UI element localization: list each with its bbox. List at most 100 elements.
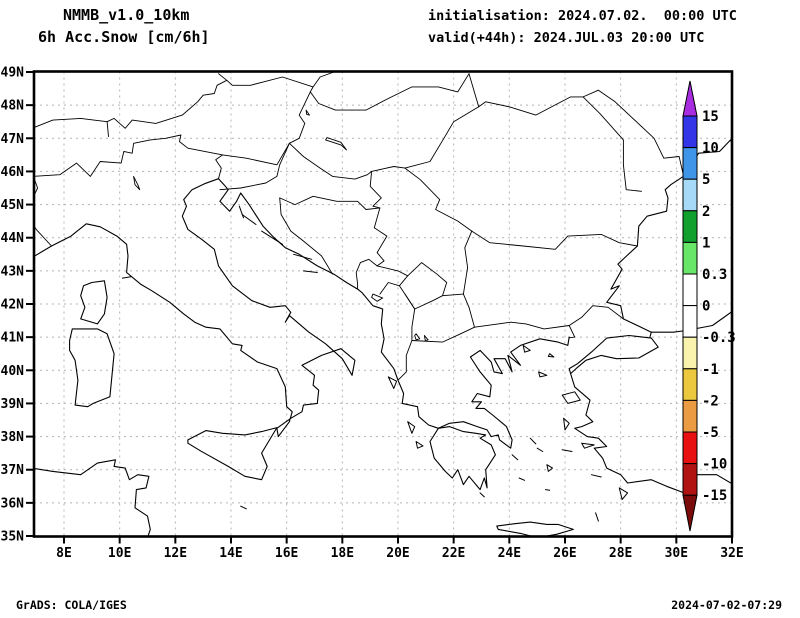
lake bbox=[414, 333, 421, 341]
border-line bbox=[288, 91, 311, 144]
island bbox=[121, 276, 132, 279]
border-line bbox=[219, 142, 290, 191]
lat-tick-label: 36N bbox=[1, 496, 25, 511]
coastline bbox=[568, 334, 659, 375]
coastline bbox=[429, 426, 496, 491]
island bbox=[536, 447, 544, 452]
island bbox=[387, 376, 398, 389]
island bbox=[240, 505, 247, 510]
border-line bbox=[106, 121, 109, 138]
colorbar-tick-label: 15 bbox=[702, 109, 719, 125]
island bbox=[261, 230, 283, 245]
colorbar-segment bbox=[682, 210, 698, 243]
colorbar-tick-label: -2 bbox=[702, 393, 719, 409]
island bbox=[561, 449, 573, 452]
colorbar-segment bbox=[682, 115, 698, 149]
island bbox=[563, 417, 570, 431]
border-line bbox=[398, 275, 409, 287]
island bbox=[479, 492, 485, 498]
border-line bbox=[376, 262, 448, 310]
colorbar-segment bbox=[682, 463, 698, 496]
island bbox=[590, 474, 602, 478]
island bbox=[595, 512, 599, 522]
colorbar-segment bbox=[682, 305, 698, 338]
colorbar-segment bbox=[682, 273, 698, 307]
product-title: 6h Acc.Snow [cm/6h] bbox=[38, 28, 210, 46]
border-line bbox=[34, 79, 228, 129]
island bbox=[618, 487, 629, 500]
lon-tick-label: 16E bbox=[275, 546, 298, 561]
colorbar-segment bbox=[682, 336, 698, 370]
colorbar-tick-label: -15 bbox=[702, 488, 727, 504]
creation-timestamp: 2024-07-02-07:29 bbox=[671, 598, 782, 612]
lat-tick-label: 35N bbox=[1, 530, 25, 545]
island bbox=[529, 437, 537, 445]
border-line bbox=[404, 167, 473, 232]
border-line bbox=[312, 71, 335, 88]
border-line bbox=[404, 106, 480, 169]
island bbox=[302, 270, 318, 273]
border-line bbox=[411, 308, 416, 341]
island bbox=[238, 205, 244, 219]
border-line bbox=[471, 230, 638, 250]
colorbar-segment bbox=[682, 399, 698, 433]
lat-tick-label: 42N bbox=[1, 298, 25, 313]
coastline bbox=[187, 427, 278, 481]
colorbar-tick-label: -5 bbox=[702, 425, 719, 441]
colorbar-tick-label: 0.3 bbox=[702, 267, 727, 283]
island bbox=[511, 454, 519, 461]
lat-tick-label: 46N bbox=[1, 165, 25, 180]
colorbar-segment bbox=[682, 368, 698, 401]
island bbox=[241, 214, 257, 225]
border-line bbox=[215, 154, 224, 180]
colorbar-tick-label: 2 bbox=[702, 204, 710, 220]
lon-tick-label: 10E bbox=[108, 546, 131, 561]
colorbar-segment bbox=[682, 178, 698, 212]
island bbox=[518, 477, 526, 481]
colorbar-tick-label: 10 bbox=[702, 141, 719, 157]
lake bbox=[325, 137, 347, 151]
colorbar-segment bbox=[682, 241, 698, 275]
border-line bbox=[288, 142, 406, 180]
lake bbox=[371, 293, 384, 302]
lat-tick-label: 38N bbox=[1, 430, 25, 445]
lat-tick-label: 43N bbox=[1, 264, 25, 279]
lake bbox=[423, 335, 429, 341]
lon-tick-label: 22E bbox=[442, 546, 465, 561]
border-line bbox=[369, 170, 382, 209]
lat-tick-label: 44N bbox=[1, 231, 25, 246]
island bbox=[547, 353, 555, 358]
lat-tick-label: 40N bbox=[1, 364, 25, 379]
lat-tick-label: 41N bbox=[1, 331, 25, 346]
colorbar-tick-label: -10 bbox=[702, 457, 727, 473]
border-line bbox=[462, 293, 475, 328]
lon-tick-label: 20E bbox=[386, 546, 409, 561]
lon-tick-label: 26E bbox=[553, 546, 576, 561]
lon-tick-label: 18E bbox=[331, 546, 354, 561]
colorbar-segment bbox=[682, 147, 698, 180]
border-line bbox=[597, 89, 684, 176]
border-line bbox=[411, 326, 475, 343]
lat-tick-label: 39N bbox=[1, 397, 25, 412]
border-line bbox=[397, 340, 413, 381]
coastline bbox=[34, 459, 151, 537]
initialisation-label: initialisation: 2024.07.02. 00:00 UTC bbox=[428, 8, 737, 24]
border-line bbox=[279, 195, 381, 210]
lat-tick-label: 48N bbox=[1, 99, 25, 114]
border-line bbox=[568, 325, 576, 339]
border-line bbox=[379, 282, 416, 310]
border-line bbox=[462, 230, 473, 295]
coastline bbox=[69, 328, 115, 408]
colorbar-segment bbox=[682, 431, 698, 465]
border-line bbox=[226, 73, 470, 111]
lon-tick-label: 30E bbox=[665, 546, 688, 561]
border-line bbox=[442, 293, 464, 297]
lon-tick-label: 8E bbox=[56, 546, 72, 561]
colorbar-arrow-top bbox=[682, 80, 698, 117]
lon-tick-label: 32E bbox=[720, 546, 743, 561]
lon-tick-label: 24E bbox=[498, 546, 521, 561]
border-line bbox=[468, 73, 599, 116]
colorbar-tick-label: 5 bbox=[702, 172, 710, 188]
border-line bbox=[582, 96, 642, 192]
